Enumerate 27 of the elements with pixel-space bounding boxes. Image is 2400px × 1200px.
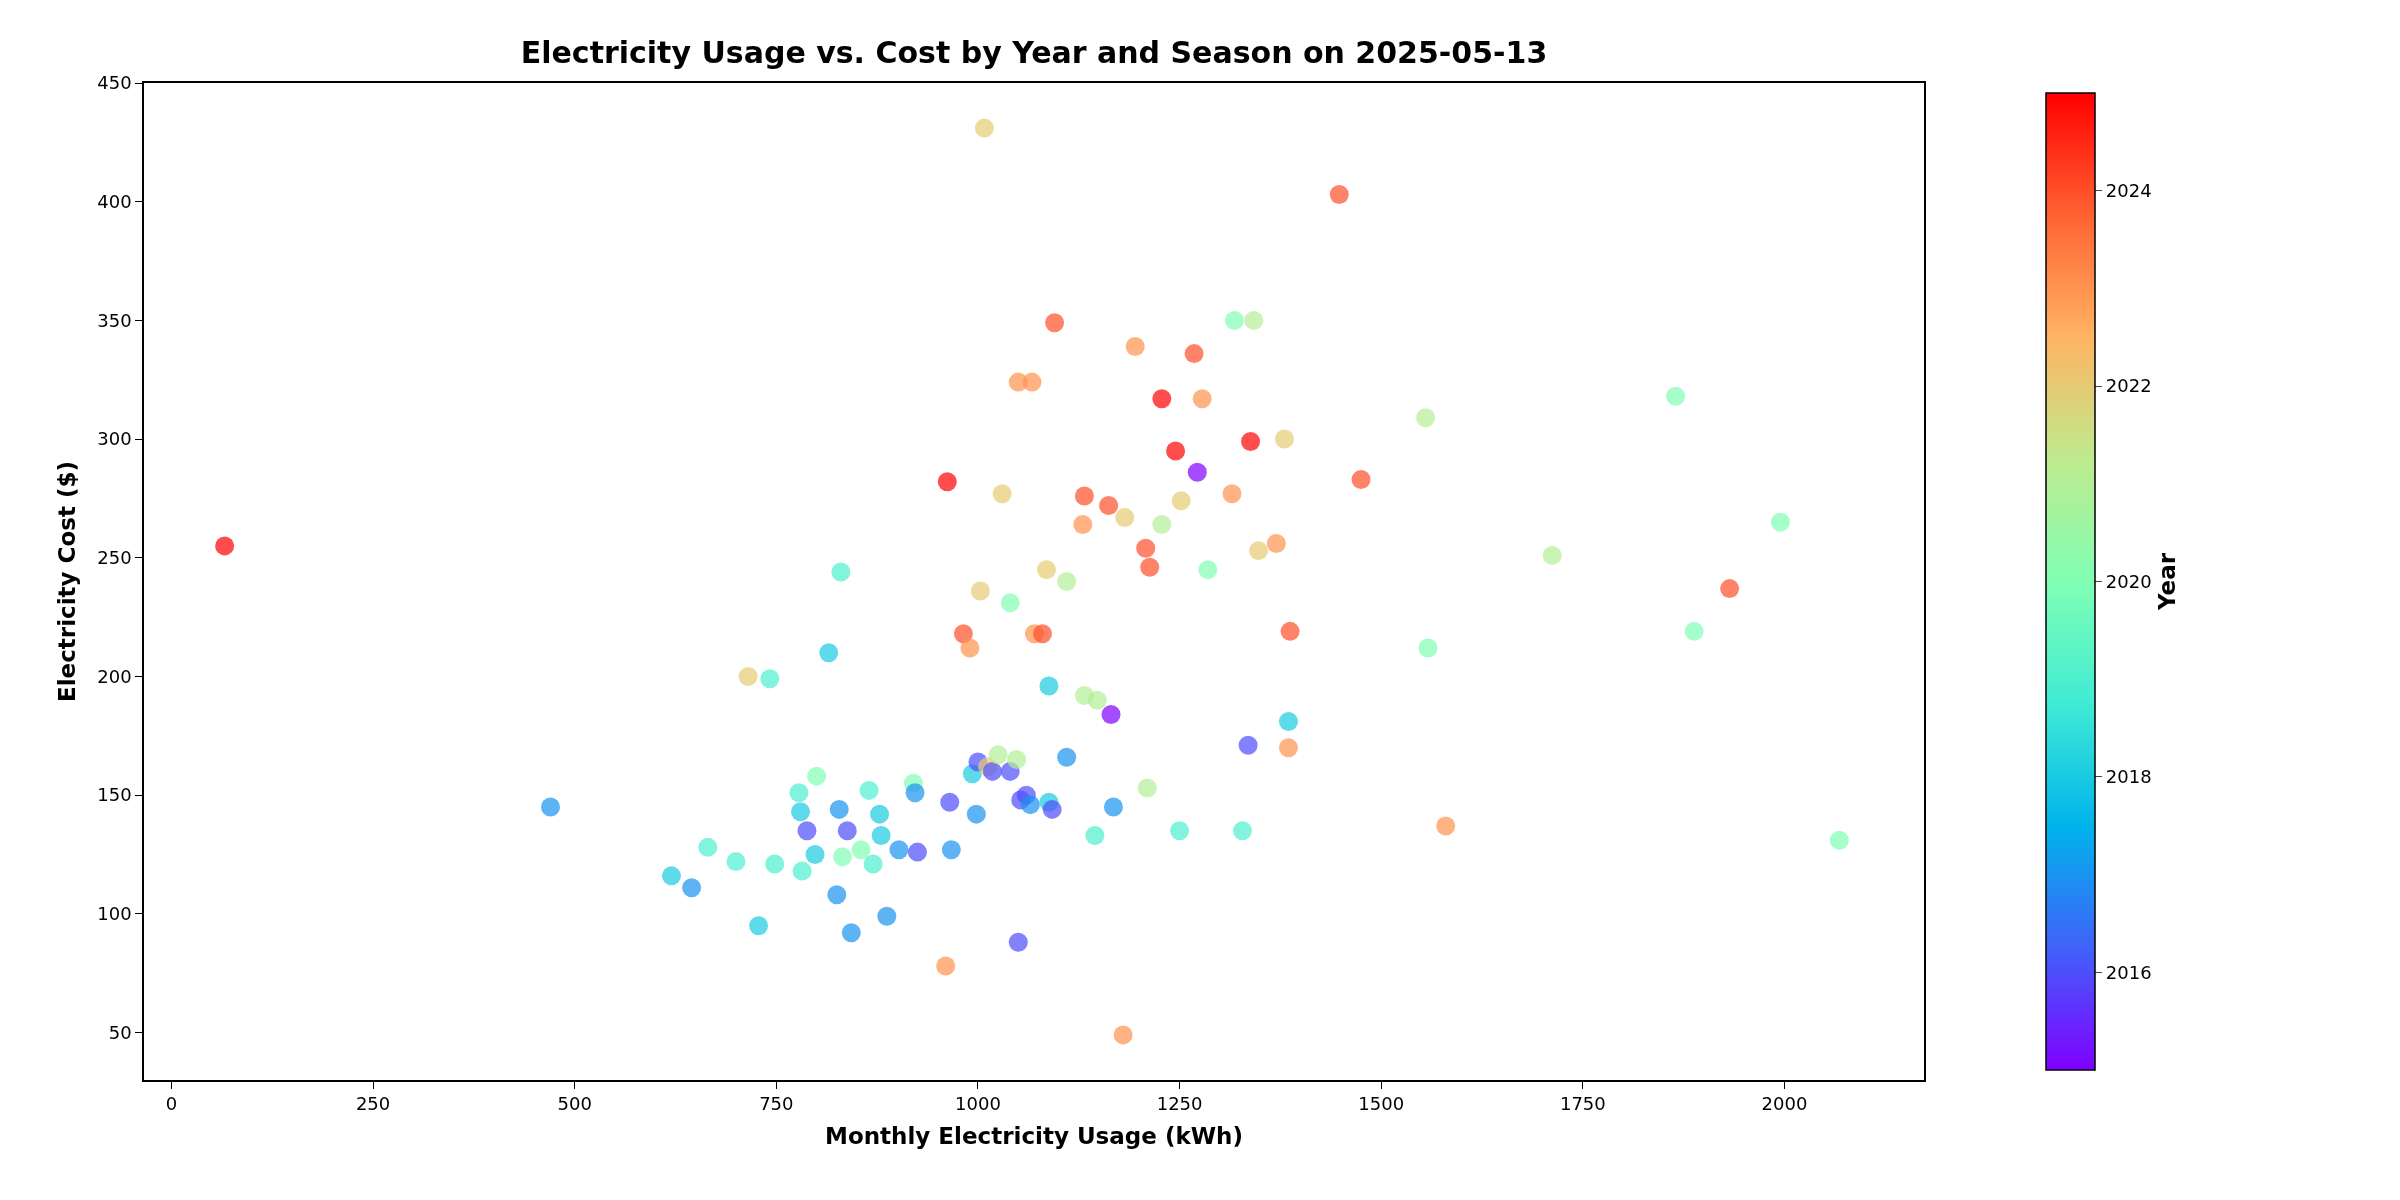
x-tick-label: 750 (759, 1093, 794, 1115)
x-tick-label: 1500 (1358, 1093, 1405, 1115)
y-tick-label: 300 (97, 428, 132, 450)
y-tick-label: 250 (97, 547, 132, 569)
y-axis-title: Electricity Cost ($) (54, 461, 81, 702)
chart-title: Electricity Usage vs. Cost by Year and Season on 2025-05-13 (520, 34, 1548, 70)
y-tick-label: 50 (108, 1021, 132, 1043)
y-tick-label: 350 (97, 309, 132, 331)
y-tick-label: 400 (97, 190, 132, 212)
color-bar-label: 2024 (2105, 180, 2152, 201)
x-tick-label: 2000 (1761, 1093, 1808, 1115)
y-tick-label: 150 (97, 784, 132, 806)
y-tick-label: 100 (97, 903, 132, 925)
x-axis-title: Monthly Electricity Usage (kWh) (825, 1123, 1243, 1150)
color-bar-label: 2018 (2105, 766, 2152, 788)
x-tick-label: 500 (557, 1093, 592, 1115)
y-tick-label: 450 (97, 72, 132, 94)
color-bar-title: Year (2153, 552, 2180, 612)
x-tick-label: 0 (165, 1093, 178, 1115)
color-bar-label: 2016 (2105, 961, 2152, 983)
x-tick-label: 1750 (1559, 1093, 1606, 1115)
x-tick-label: 1250 (1156, 1093, 1203, 1115)
y-tick-label: 200 (97, 665, 132, 687)
x-tick-label: 1000 (955, 1093, 1001, 1115)
color-bar-label: 2020 (2105, 570, 2152, 592)
x-tick-label: 250 (355, 1093, 391, 1115)
color-bar-label: 2022 (2105, 375, 2152, 397)
